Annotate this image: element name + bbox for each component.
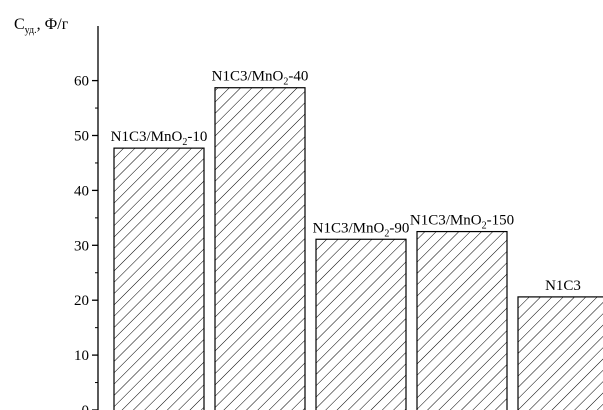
bar: [214, 87, 306, 410]
bar: [315, 238, 407, 410]
bar-data-label: N1C3: [545, 278, 581, 294]
y-axis-label-suffix: , Ф/г: [37, 16, 69, 33]
y-tick-label: 60: [74, 74, 89, 90]
y-tick-label: 30: [74, 238, 89, 254]
y-tick-label: 10: [74, 348, 89, 364]
bar-data-label: N1C3/MnO2-40: [212, 69, 309, 88]
y-tick-label: 0: [82, 403, 90, 410]
y-tick-label: 20: [74, 293, 89, 309]
bar-data-label: N1C3/MnO2-10: [111, 129, 208, 148]
bar: [113, 147, 205, 410]
y-tick-label: 40: [74, 183, 89, 199]
bar: [416, 230, 508, 410]
bar-data-label: N1C3/MnO2-150: [410, 213, 514, 232]
bars-group: [113, 87, 603, 410]
y-axis-label-subscript: уд.: [25, 25, 37, 36]
bar-data-label: N1C3/MnO2-90: [313, 220, 410, 239]
y-axis-label: Cуд., Ф/г: [14, 16, 69, 36]
y-axis-ticks: 0 10 20 30 40 50 60: [74, 74, 98, 410]
y-tick-label: 50: [74, 129, 89, 145]
y-axis-label-prefix: C: [14, 16, 25, 33]
bar: [517, 296, 603, 410]
